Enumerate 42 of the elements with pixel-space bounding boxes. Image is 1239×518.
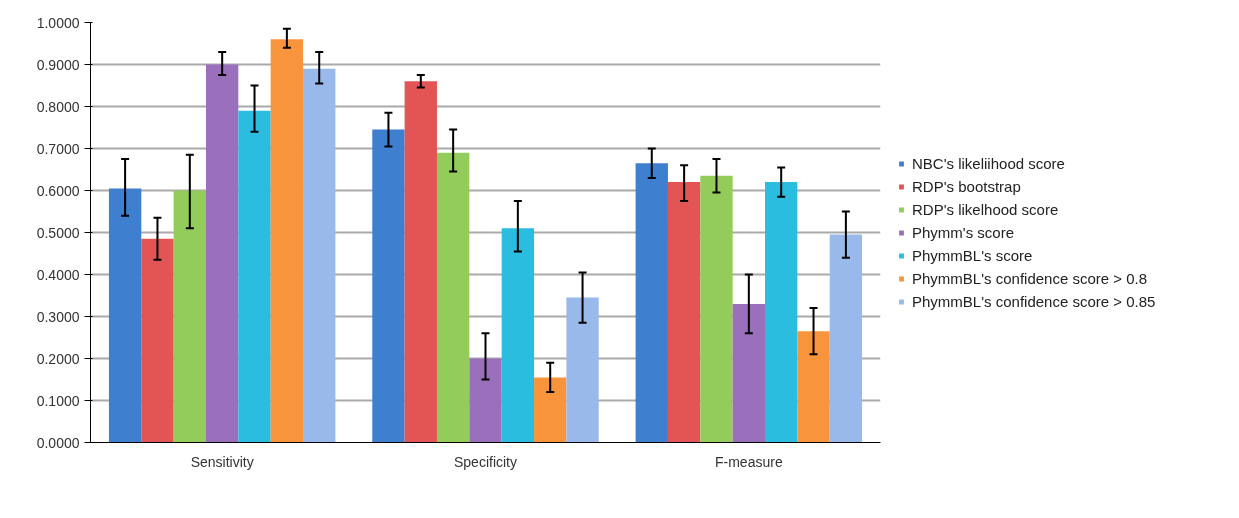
y-tick-label: 0.8000 — [36, 98, 80, 115]
bar — [534, 377, 567, 443]
y-tick-label: 0.9000 — [36, 56, 80, 73]
legend-label: RDP's bootstrap — [912, 177, 1021, 195]
legend-label: PhymmBL's confidence score > 0.8 — [912, 269, 1148, 287]
legend-label: PhymmBL's score — [912, 246, 1033, 264]
bar — [829, 234, 863, 443]
bar — [141, 238, 174, 443]
bar — [797, 331, 830, 443]
bar — [303, 68, 336, 443]
y-tick-label: 1.0000 — [36, 14, 80, 31]
legend-label: NBC's likeliihood score — [912, 154, 1065, 172]
bar — [238, 110, 271, 443]
y-tick-label: 0.1000 — [36, 392, 80, 409]
bar — [205, 64, 239, 443]
legend-label: RDP's likelhood score — [912, 200, 1059, 218]
bar — [404, 81, 437, 443]
bar — [501, 228, 535, 443]
y-tick-label: 0.0000 — [36, 434, 80, 451]
y-tick-label: 0.4000 — [36, 266, 80, 283]
bar — [173, 190, 206, 443]
bar — [270, 39, 304, 443]
legend-label: PhymmBL's confidence score > 0.85 — [912, 292, 1156, 310]
y-tick-label: 0.7000 — [36, 140, 80, 157]
x-tick-label: Specificity — [453, 453, 518, 470]
bar — [108, 188, 142, 443]
bar — [635, 163, 668, 443]
x-tick-label: F-measure — [714, 453, 783, 470]
legend-label: Phymm's score — [912, 223, 1015, 241]
bar — [436, 152, 470, 443]
bar — [732, 303, 766, 443]
bar — [667, 182, 701, 443]
x-tick-label: Sensitivity — [190, 453, 254, 470]
y-tick-label: 0.2000 — [36, 350, 80, 367]
y-tick-label: 0.3000 — [36, 308, 80, 325]
bar — [566, 297, 599, 443]
y-tick-label: 0.6000 — [36, 182, 80, 199]
bar — [765, 182, 798, 443]
bar — [469, 358, 502, 443]
bar — [700, 175, 733, 443]
y-tick-label: 0.5000 — [36, 224, 80, 241]
bar — [372, 129, 405, 443]
